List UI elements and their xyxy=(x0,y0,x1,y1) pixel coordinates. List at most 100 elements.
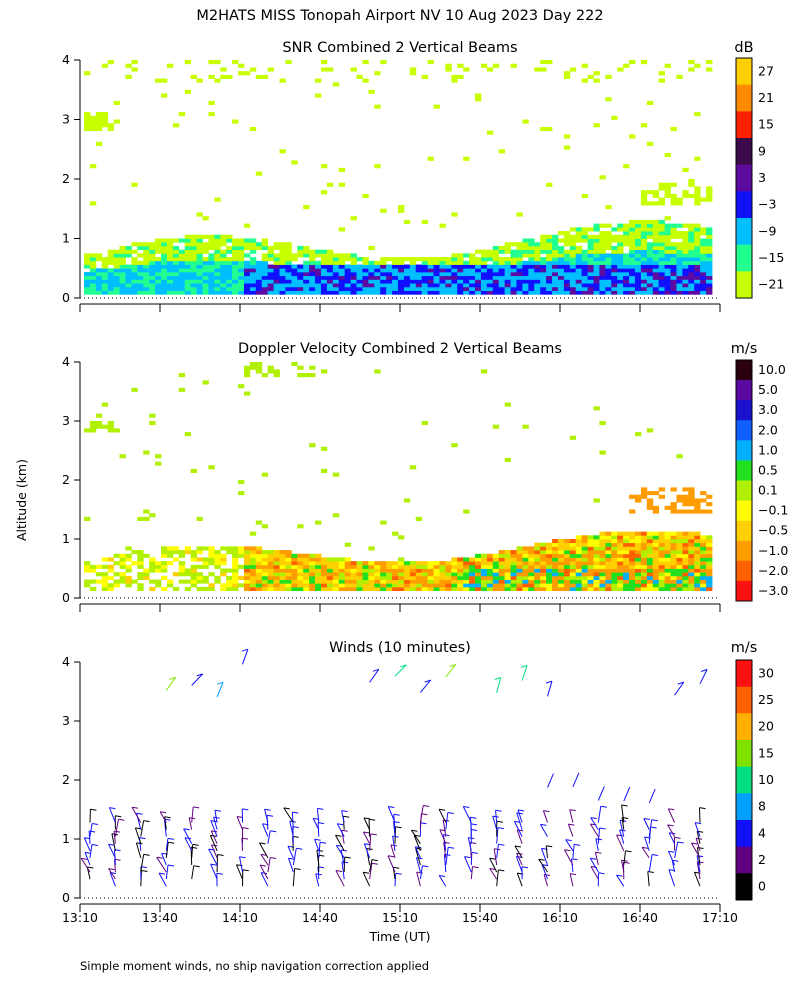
heatmap-cell xyxy=(403,564,411,569)
heatmap-cell xyxy=(113,100,120,106)
heatmap-cell xyxy=(226,568,233,573)
heatmap-cell xyxy=(557,268,565,273)
heatmap-cell xyxy=(261,575,269,580)
heatmap-cell xyxy=(84,561,91,566)
heatmap-cell xyxy=(202,575,209,580)
heatmap-cell xyxy=(688,542,695,547)
wind-barb-flag xyxy=(400,664,407,668)
heatmap-cell xyxy=(599,557,606,562)
heatmap-cell xyxy=(634,546,642,551)
heatmap-cell xyxy=(593,253,600,258)
heatmap-cell xyxy=(196,546,203,551)
heatmap-cell xyxy=(232,550,239,555)
heatmap-cell xyxy=(611,564,618,569)
heatmap-cell xyxy=(427,279,434,284)
heatmap-cell xyxy=(664,257,671,262)
heatmap-cell xyxy=(166,279,174,284)
heatmap-cell xyxy=(706,264,713,269)
heatmap-cell xyxy=(101,275,109,280)
heatmap-cell xyxy=(676,249,683,254)
heatmap-cell xyxy=(634,498,642,503)
heatmap-cell xyxy=(640,579,648,584)
heatmap-cell xyxy=(706,572,713,577)
heatmap-cell xyxy=(303,205,310,210)
heatmap-cell xyxy=(528,575,535,580)
heatmap-cell xyxy=(581,575,588,580)
heatmap-cell xyxy=(575,586,583,592)
heatmap-cell xyxy=(178,579,186,584)
heatmap-cell xyxy=(682,572,689,577)
heatmap-cell xyxy=(445,268,452,273)
heatmap-cell xyxy=(611,290,618,295)
wind-barb xyxy=(419,805,424,823)
heatmap-cell xyxy=(137,268,144,273)
heatmap-cell xyxy=(492,257,500,262)
heatmap-cell xyxy=(261,472,269,477)
heatmap-cell xyxy=(646,586,654,592)
heatmap-cell xyxy=(89,279,97,284)
heatmap-cell xyxy=(504,249,511,254)
heatmap-cell xyxy=(629,586,636,592)
wind-barb-flag xyxy=(517,809,525,812)
heatmap-cell xyxy=(421,219,429,225)
wind-barb-flag xyxy=(495,809,502,812)
heatmap-cell xyxy=(611,279,618,284)
wind-barb xyxy=(445,812,449,830)
heatmap-cell xyxy=(700,498,707,503)
heatmap-cell xyxy=(131,264,138,269)
wind-barb xyxy=(467,837,472,851)
heatmap-cell xyxy=(593,227,600,232)
heatmap-cell xyxy=(184,283,192,288)
heatmap-cell xyxy=(392,290,399,295)
heatmap-cell xyxy=(362,257,369,262)
heatmap-cell xyxy=(670,286,677,291)
heatmap-cell xyxy=(161,264,168,269)
heatmap-cell xyxy=(226,579,233,584)
heatmap-cell xyxy=(149,413,156,418)
heatmap-cell xyxy=(279,557,286,562)
heatmap-cell xyxy=(569,67,577,72)
heatmap-cell xyxy=(403,561,411,566)
heatmap-cell xyxy=(368,89,375,94)
heatmap-cell xyxy=(356,286,363,291)
heatmap-cell xyxy=(534,253,541,258)
wind-barb xyxy=(496,844,499,858)
heatmap-cell xyxy=(344,579,351,584)
heatmap-cell xyxy=(332,82,340,87)
heatmap-cell xyxy=(202,264,209,269)
heatmap-cell xyxy=(113,428,120,433)
heatmap-cell xyxy=(658,542,665,547)
heatmap-cell xyxy=(320,271,328,277)
heatmap-cell xyxy=(362,572,369,577)
heatmap-cell xyxy=(510,279,517,284)
heatmap-cell xyxy=(350,216,357,221)
heatmap-cell xyxy=(605,253,612,258)
wind-barb xyxy=(547,680,553,697)
wind-barb-flag xyxy=(319,841,327,844)
heatmap-cell xyxy=(498,286,506,291)
heatmap-cell xyxy=(640,586,648,592)
heatmap-cell xyxy=(694,112,701,117)
heatmap-cell xyxy=(457,264,464,269)
wind-barb-flag xyxy=(210,863,217,866)
heatmap-cell xyxy=(374,164,381,169)
heatmap-cell xyxy=(629,257,636,262)
heatmap-cell xyxy=(249,572,257,577)
heatmap-cell xyxy=(700,575,707,580)
heatmap-cell xyxy=(569,539,577,544)
heatmap-cell xyxy=(315,561,322,566)
heatmap-cell xyxy=(137,279,144,284)
heatmap-cell xyxy=(362,575,369,580)
wind-barb xyxy=(623,786,631,802)
heatmap-cell xyxy=(279,257,286,262)
heatmap-cell xyxy=(611,249,618,254)
heatmap-cell xyxy=(688,494,695,499)
heatmap-cell xyxy=(303,283,310,288)
heatmap-cell xyxy=(652,568,660,573)
heatmap-cell xyxy=(184,432,192,437)
heatmap-cell xyxy=(640,227,648,232)
heatmap-cell xyxy=(510,268,517,273)
heatmap-cell xyxy=(706,286,713,291)
wind-barb xyxy=(183,828,193,844)
heatmap-cell xyxy=(184,271,192,277)
